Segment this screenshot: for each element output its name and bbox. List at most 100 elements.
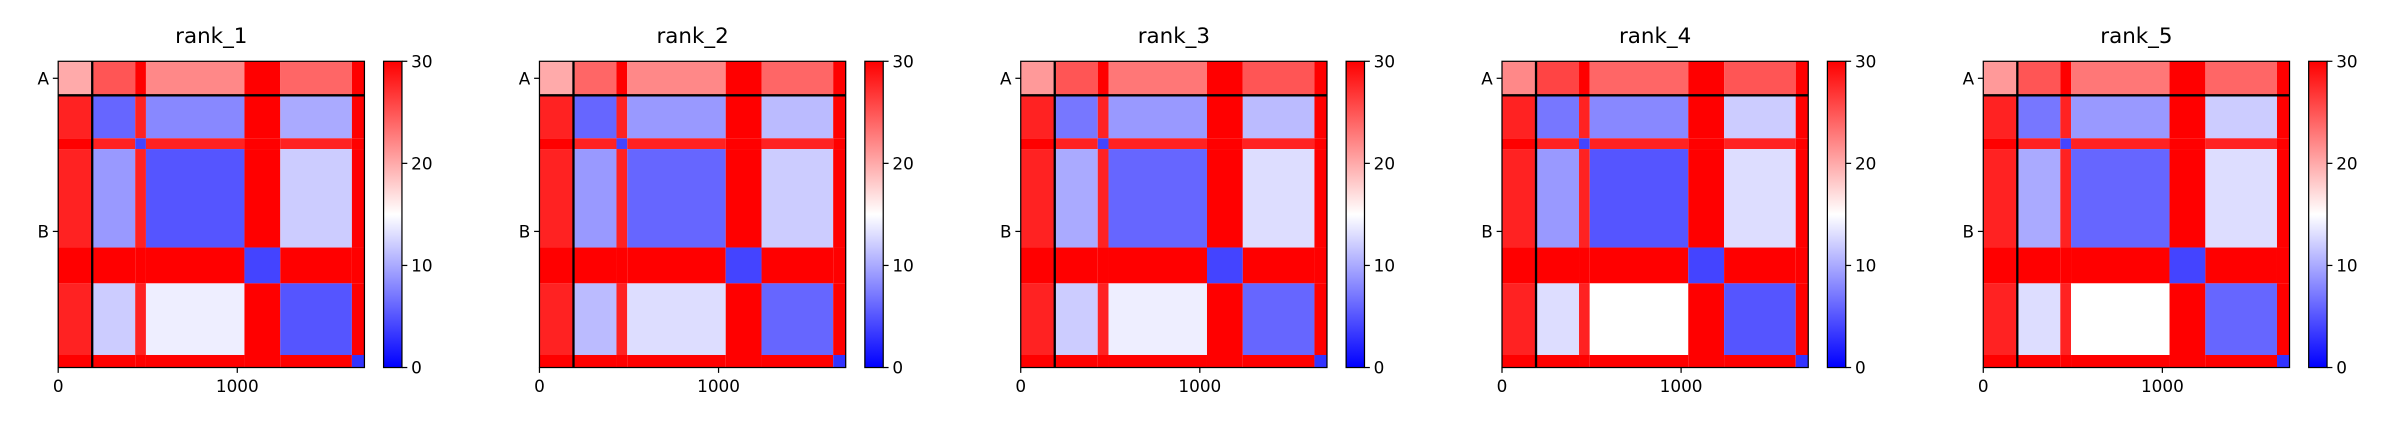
heatmap-cell	[1502, 247, 1537, 284]
heatmap-cell	[244, 61, 281, 96]
colorbar	[382, 60, 403, 369]
heatmap-cell	[92, 61, 136, 96]
heatmap-cell	[1579, 283, 1590, 355]
heatmap-cell	[351, 138, 365, 150]
heatmap-cell	[2060, 149, 2072, 248]
heatmap-cell	[244, 283, 281, 355]
colorbar-tick-label: 30	[1855, 51, 1876, 71]
heatmap-cell	[1688, 283, 1725, 355]
heatmap-cell	[1536, 95, 1580, 139]
heatmap-cell	[1108, 138, 1207, 150]
x-tick-label: 1000	[216, 376, 259, 396]
heatmap-cell	[1983, 149, 2018, 248]
panel-title: rank_4	[1619, 24, 1691, 49]
heatmap-cell	[833, 149, 846, 248]
heatmap-cell	[616, 95, 628, 139]
colorbar-tick-label: 20	[892, 153, 913, 173]
heatmap-cell	[1097, 95, 1109, 139]
plot-frame	[538, 60, 847, 369]
heatmap-cell	[573, 149, 617, 248]
heatmap-cell	[1579, 354, 1590, 368]
heatmap-cell	[2017, 138, 2061, 150]
heatmap-cell	[58, 61, 93, 96]
colorbar	[1826, 60, 1847, 369]
heatmap-cell	[2071, 61, 2170, 96]
colorbar-tick-label: 10	[411, 256, 432, 276]
heatmap-cell	[2060, 95, 2072, 139]
heatmap-cell	[2276, 283, 2290, 355]
heatmap-cell	[1983, 354, 2018, 368]
heatmap-cell	[280, 354, 352, 368]
heatmap-cell	[1579, 149, 1590, 248]
heatmap-cell	[2071, 95, 2170, 139]
x-tick-label: 0	[534, 376, 545, 396]
heatmap-cell	[1097, 283, 1109, 355]
colorbar-tick-label: 20	[2336, 153, 2357, 173]
heatmap-cell	[616, 354, 628, 368]
colorbar-tick-label: 0	[892, 358, 903, 378]
heatmap-cell	[1314, 149, 1327, 248]
heatmap-cell	[1983, 247, 2018, 284]
heatmap-cell	[1206, 247, 1243, 284]
heatmap-cell	[145, 138, 245, 150]
heatmap-cell	[145, 95, 245, 139]
heatmap-cell	[58, 354, 93, 368]
heatmap-cell	[539, 95, 574, 139]
heatmap-cell	[135, 95, 146, 139]
heatmap-cell	[92, 247, 136, 284]
panel: rank_5 0 1000 A B 0 10 20 30	[1963, 24, 2358, 396]
heatmap-cell	[58, 138, 93, 150]
colorbar	[1345, 60, 1366, 369]
heatmap-cell	[1206, 149, 1243, 248]
heatmap-cell	[1206, 354, 1243, 368]
heatmap-cell	[2017, 95, 2061, 139]
heatmap-cell	[2205, 354, 2277, 368]
heatmap-cell	[1983, 138, 2018, 150]
heatmap-cell	[1589, 247, 1689, 284]
heatmap-cell	[1589, 95, 1689, 139]
heatmap-cell	[2017, 354, 2061, 368]
heatmap-cell	[1206, 95, 1243, 139]
heatmap-cell	[1020, 283, 1055, 355]
heatmap-cell	[833, 61, 846, 96]
x-tick-label: 1000	[2141, 376, 2184, 396]
heatmap-cell	[2169, 283, 2206, 355]
plot-frame	[1501, 60, 1809, 369]
heatmap-cell	[2276, 61, 2290, 96]
heatmap-cell	[2060, 138, 2072, 150]
heatmap-cell	[539, 149, 574, 248]
heatmap-cell	[92, 149, 136, 248]
colorbar-tick-label: 0	[1374, 358, 1385, 378]
x-tick-label: 0	[1978, 376, 1989, 396]
heatmap-cell	[2205, 95, 2277, 139]
heatmap-cell	[2205, 149, 2277, 248]
heatmap-cell	[2205, 138, 2277, 150]
heatmap-cell	[1097, 149, 1109, 248]
heatmap-cell	[1502, 149, 1537, 248]
y-tick-label: B	[519, 222, 531, 242]
colorbar-tick-label: 0	[2336, 358, 2347, 378]
heatmap-cell	[2017, 61, 2061, 96]
heatmap-cell	[1795, 61, 1809, 96]
heatmap-cell	[145, 149, 245, 248]
heatmap-cell	[725, 283, 762, 355]
heatmap-cell	[135, 61, 146, 96]
y-tick-label: A	[1963, 68, 1975, 88]
heatmap-cell	[1054, 149, 1098, 248]
heatmap-cell	[1536, 61, 1580, 96]
heatmap-cell	[135, 247, 146, 284]
heatmap-cell	[627, 283, 726, 355]
heatmap-cell	[1054, 138, 1098, 150]
heatmap-cell	[145, 283, 245, 355]
heatmap-cell	[725, 61, 762, 96]
heatmap-cell	[1097, 138, 1109, 150]
heatmap-cell	[2169, 149, 2206, 248]
colorbar-tick-label: 10	[892, 256, 913, 276]
heatmap-cell	[1020, 138, 1055, 150]
heatmap-cell	[351, 95, 365, 139]
heatmap-cell	[135, 149, 146, 248]
y-tick-label: B	[1481, 222, 1493, 242]
heatmap-cell	[1242, 247, 1315, 284]
heatmap-cell	[1589, 61, 1689, 96]
heatmap-cell	[1536, 138, 1580, 150]
